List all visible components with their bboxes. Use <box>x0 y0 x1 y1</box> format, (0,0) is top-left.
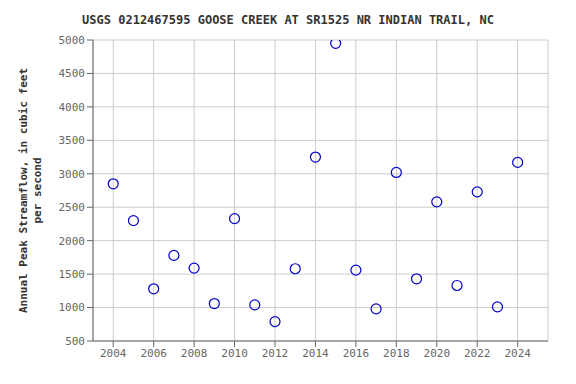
svg-text:2008: 2008 <box>181 347 208 360</box>
svg-text:2012: 2012 <box>262 347 289 360</box>
svg-text:2500: 2500 <box>59 201 86 214</box>
svg-text:5000: 5000 <box>59 34 86 47</box>
svg-text:4500: 4500 <box>59 67 86 80</box>
svg-text:Annual Peak Streamflow, in cub: Annual Peak Streamflow, in cubic feet <box>17 68 30 313</box>
svg-text:2004: 2004 <box>100 347 127 360</box>
svg-text:2020: 2020 <box>424 347 451 360</box>
svg-text:2010: 2010 <box>221 347 248 360</box>
svg-text:2024: 2024 <box>504 347 531 360</box>
svg-text:2022: 2022 <box>464 347 491 360</box>
svg-text:per second: per second <box>31 157 44 223</box>
svg-text:2016: 2016 <box>343 347 370 360</box>
svg-text:2014: 2014 <box>302 347 329 360</box>
svg-text:2006: 2006 <box>140 347 167 360</box>
svg-text:3000: 3000 <box>59 168 86 181</box>
html-text:USGS 0212467595 GOOSE CREEK AT: USGS 0212467595 GOOSE CREEK AT SR1525 NR… <box>82 13 494 27</box>
svg-text:4000: 4000 <box>59 101 86 114</box>
svg-text:2000: 2000 <box>59 235 86 248</box>
svg-text:1500: 1500 <box>59 268 86 281</box>
svg-text:500: 500 <box>65 335 85 348</box>
svg-text:1000: 1000 <box>59 301 86 314</box>
svg-text:2018: 2018 <box>383 347 410 360</box>
svg-text:3500: 3500 <box>59 134 86 147</box>
